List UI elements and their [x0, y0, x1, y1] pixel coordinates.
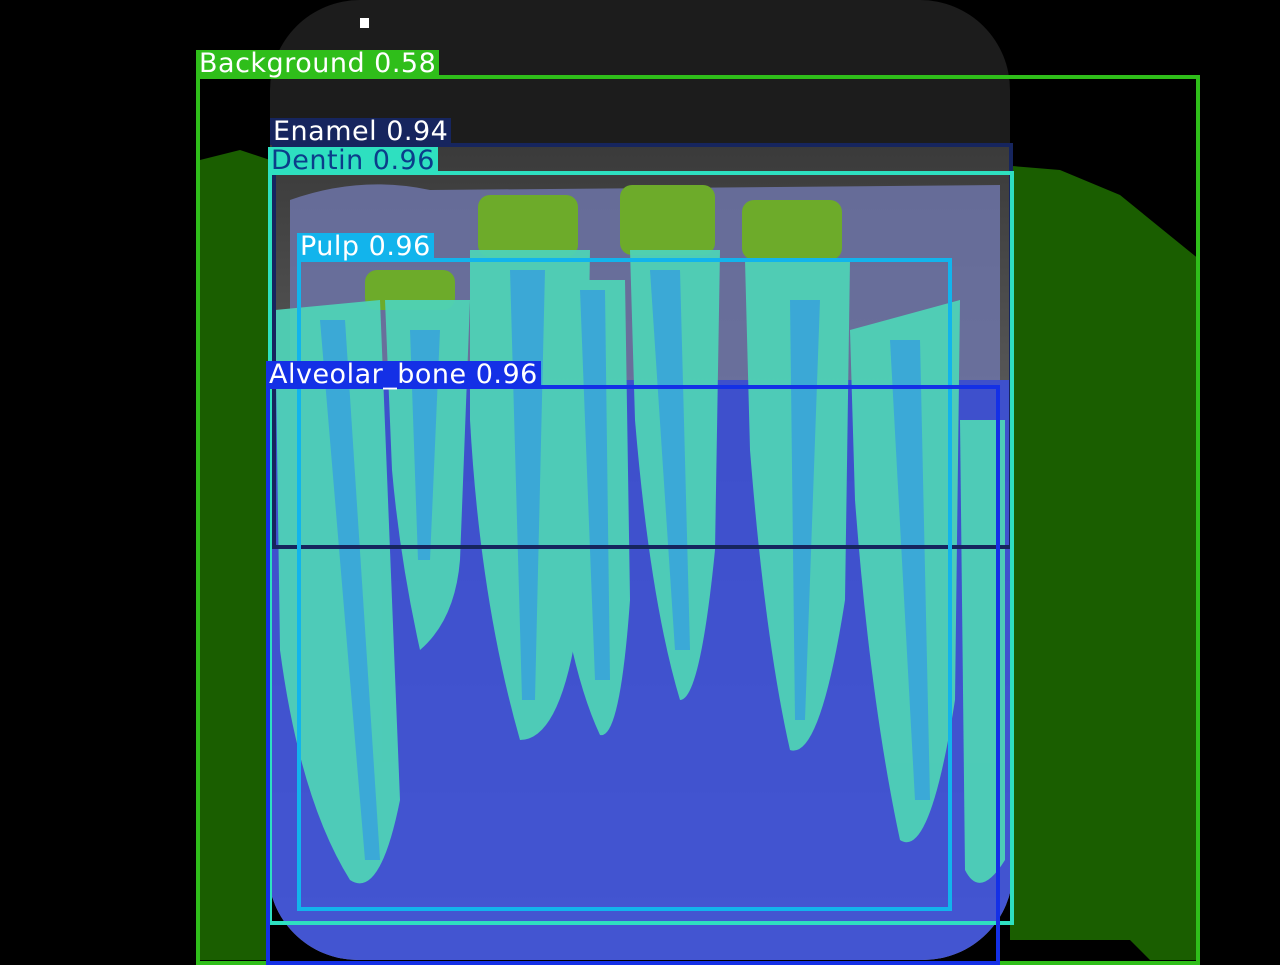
enamel-mask: [478, 195, 578, 257]
background-label: Background 0.58: [196, 50, 440, 77]
alveolar-bone-label: Alveolar_bone 0.96: [266, 361, 541, 388]
white-marker: [360, 18, 369, 28]
pulp-label: Pulp 0.96: [297, 233, 434, 260]
enamel-label: Enamel 0.94: [270, 118, 452, 145]
dentin-label: Dentin 0.96: [268, 147, 438, 174]
gum-mask-right: [1000, 165, 1200, 960]
gum-mask: [200, 150, 270, 960]
